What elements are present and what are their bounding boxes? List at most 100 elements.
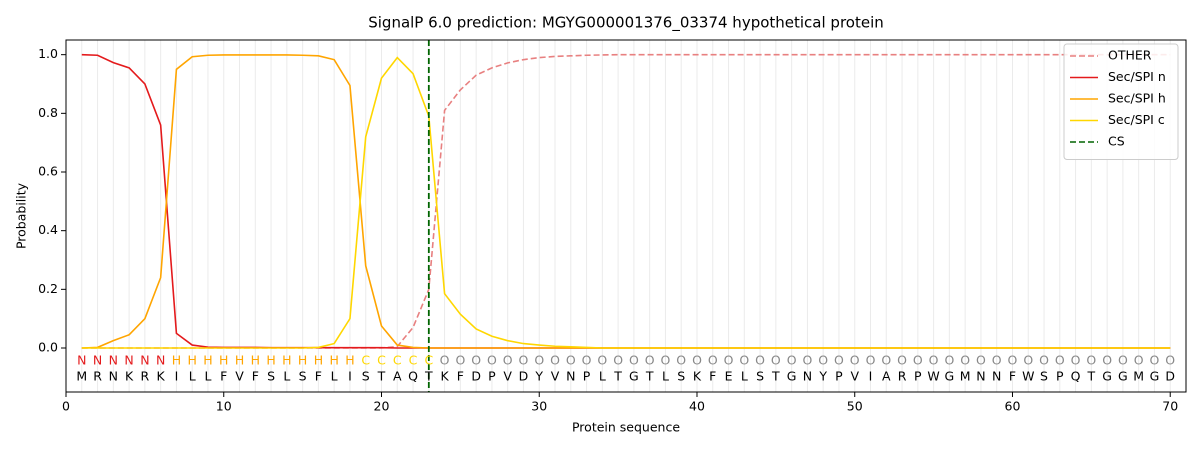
residue-label: N xyxy=(976,369,985,384)
residue-label: R xyxy=(898,369,907,384)
residue-label: F xyxy=(709,369,716,384)
region-label: O xyxy=(676,353,686,368)
residue-label: N xyxy=(109,369,118,384)
region-label: H xyxy=(282,353,291,368)
residue-label: L xyxy=(189,369,196,384)
region-label: O xyxy=(739,353,749,368)
region-label: O xyxy=(771,353,781,368)
residue-label: G xyxy=(1118,369,1128,384)
region-label: O xyxy=(1165,353,1175,368)
residue-label: S xyxy=(267,369,275,384)
residue-label: Y xyxy=(818,369,827,384)
legend-label: Sec/SPI n xyxy=(1108,69,1166,84)
residue-label: F xyxy=(220,369,227,384)
x-tick-label: 30 xyxy=(531,399,547,414)
residue-label: V xyxy=(850,369,859,384)
region-label: N xyxy=(93,353,102,368)
region-label: O xyxy=(944,353,954,368)
residue-label: P xyxy=(583,369,591,384)
x-tick-label: 40 xyxy=(689,399,705,414)
region-label: O xyxy=(519,353,529,368)
region-label: O xyxy=(1086,353,1096,368)
region-label: C xyxy=(393,353,402,368)
region-label: O xyxy=(913,353,923,368)
residue-label: D xyxy=(519,369,529,384)
region-label: H xyxy=(235,353,244,368)
series-line xyxy=(81,56,1171,349)
residue-label: T xyxy=(424,369,433,384)
plot-frame xyxy=(65,39,1187,393)
residue-label: F xyxy=(315,369,322,384)
residue-label: G xyxy=(1150,369,1160,384)
region-label: O xyxy=(613,353,623,368)
region-label: O xyxy=(1008,353,1018,368)
residue-label: W xyxy=(1022,369,1034,384)
residue-label: F xyxy=(1009,369,1016,384)
residue-label: P xyxy=(835,369,843,384)
region-label: O xyxy=(992,353,1002,368)
region-label: O xyxy=(897,353,907,368)
residue-label: M xyxy=(960,369,971,384)
residue-label: V xyxy=(551,369,560,384)
legend-label: CS xyxy=(1108,134,1125,149)
region-label: O xyxy=(566,353,576,368)
region-label: H xyxy=(298,353,307,368)
y-tick-label: 0.6 xyxy=(38,164,58,179)
residue-label: N xyxy=(566,369,575,384)
residue-label: D xyxy=(471,369,481,384)
y-tick-label: 0.2 xyxy=(38,281,58,296)
region-label: H xyxy=(203,353,212,368)
region-label: O xyxy=(645,353,655,368)
residue-label: T xyxy=(377,369,386,384)
y-axis-label: Probability xyxy=(14,182,29,249)
region-label: H xyxy=(187,353,196,368)
residue-label: V xyxy=(503,369,512,384)
region-label: O xyxy=(440,353,450,368)
region-label: O xyxy=(661,353,671,368)
residue-label: G xyxy=(787,369,797,384)
region-label: O xyxy=(1023,353,1033,368)
region-label: O xyxy=(976,353,986,368)
residue-label: P xyxy=(1056,369,1064,384)
region-label: O xyxy=(755,353,765,368)
legend-label: Sec/SPI c xyxy=(1108,112,1165,127)
residue-label: D xyxy=(1165,369,1175,384)
region-label: O xyxy=(455,353,465,368)
residue-label: K xyxy=(125,369,134,384)
residue-label: N xyxy=(803,369,812,384)
x-tick-label: 10 xyxy=(216,399,232,414)
region-label: O xyxy=(1102,353,1112,368)
legend-box xyxy=(1063,43,1179,160)
chart-title: SignalP 6.0 prediction: MGYG000001376_03… xyxy=(368,14,884,33)
region-label: O xyxy=(881,353,891,368)
residue-label: K xyxy=(440,369,449,384)
region-label: N xyxy=(156,353,165,368)
region-label: O xyxy=(787,353,797,368)
y-tick-label: 0.8 xyxy=(38,105,58,120)
residue-label: S xyxy=(362,369,370,384)
x-tick-label: 50 xyxy=(847,399,863,414)
region-label: O xyxy=(866,353,876,368)
residue-label: W xyxy=(927,369,939,384)
residue-label: F xyxy=(457,369,464,384)
residue-label: K xyxy=(157,369,166,384)
residue-label: R xyxy=(93,369,102,384)
residue-label: Y xyxy=(534,369,543,384)
residue-label: G xyxy=(945,369,955,384)
region-label: O xyxy=(1071,353,1081,368)
residue-label: R xyxy=(141,369,150,384)
y-tick-label: 0.0 xyxy=(38,340,58,355)
region-label: O xyxy=(1055,353,1065,368)
region-label: O xyxy=(929,353,939,368)
region-label: H xyxy=(219,353,228,368)
region-label: N xyxy=(140,353,149,368)
residue-label: A xyxy=(393,369,402,384)
region-label: H xyxy=(314,353,323,368)
residue-label: S xyxy=(1040,369,1048,384)
x-tick-label: 20 xyxy=(374,399,390,414)
region-label: O xyxy=(724,353,734,368)
region-label: O xyxy=(503,353,513,368)
residue-label: L xyxy=(741,369,748,384)
